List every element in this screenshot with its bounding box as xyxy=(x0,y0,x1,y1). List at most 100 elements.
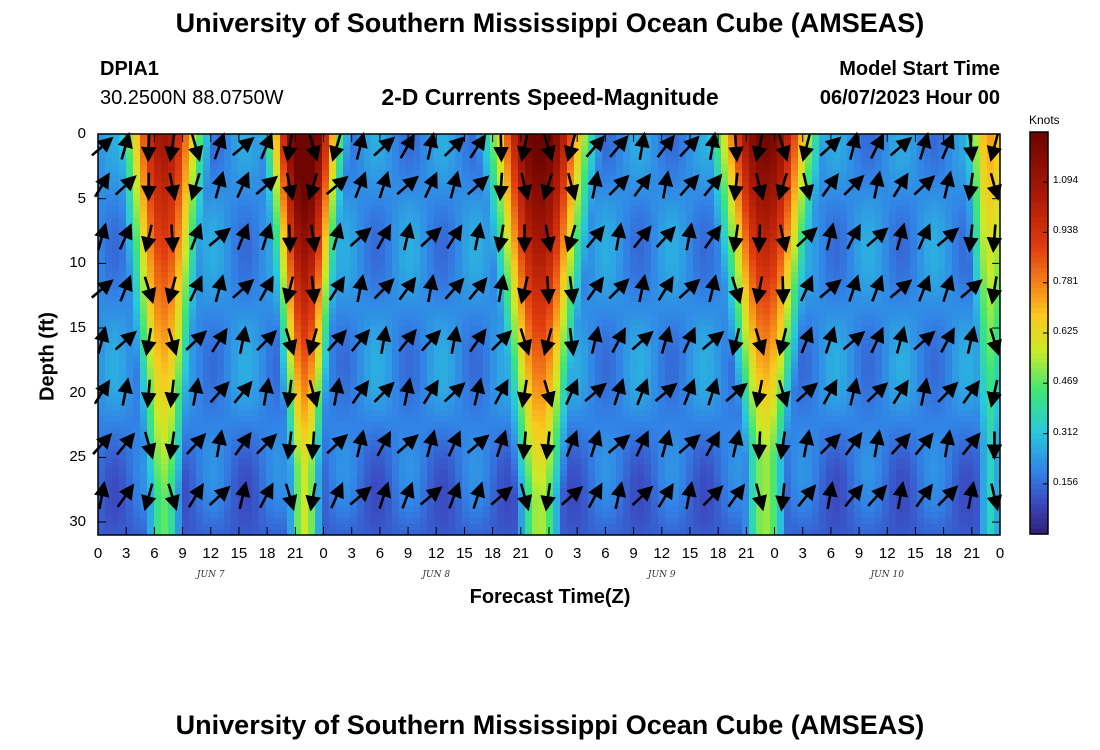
heatmap-cell xyxy=(308,512,316,519)
heatmap-cell xyxy=(427,446,435,453)
heatmap-cell xyxy=(161,506,169,513)
heatmap-cell xyxy=(217,266,225,273)
heatmap-cell xyxy=(448,164,456,171)
heatmap-cell xyxy=(315,428,323,435)
heatmap-cell xyxy=(462,278,470,285)
heatmap-cell xyxy=(434,260,442,267)
heatmap-cell xyxy=(287,218,295,225)
heatmap-cell xyxy=(350,308,358,315)
heatmap-cell xyxy=(315,284,323,291)
heatmap-cell xyxy=(126,512,134,519)
heatmap-cell xyxy=(329,398,337,405)
heatmap-cell xyxy=(217,368,225,375)
heatmap-cell xyxy=(371,308,379,315)
heatmap-cell xyxy=(98,512,106,519)
heatmap-cell xyxy=(483,200,491,207)
heatmap-cell xyxy=(385,344,393,351)
heatmap-cell xyxy=(371,356,379,363)
heatmap-cell xyxy=(217,506,225,513)
heatmap-cell xyxy=(140,356,148,363)
heatmap-cell xyxy=(126,194,134,201)
heatmap-cell xyxy=(154,500,162,507)
heatmap-cell xyxy=(581,518,589,525)
heatmap-cell xyxy=(406,326,414,333)
heatmap-cell xyxy=(462,236,470,243)
heatmap-cell xyxy=(210,398,218,405)
heatmap-cell xyxy=(364,146,372,153)
heatmap-cell xyxy=(189,398,197,405)
heatmap-cell xyxy=(203,512,211,519)
heatmap-cell xyxy=(378,278,386,285)
heatmap-cell xyxy=(140,182,148,189)
heatmap-cell xyxy=(294,176,302,183)
heatmap-cell xyxy=(168,422,176,429)
heatmap-cell xyxy=(252,146,260,153)
heatmap-cell xyxy=(455,350,463,357)
heatmap-cell xyxy=(434,140,442,147)
heatmap-cell xyxy=(406,248,414,255)
heatmap-cell xyxy=(364,530,372,536)
heatmap-cell xyxy=(532,356,540,363)
heatmap-cell xyxy=(175,164,183,171)
heatmap-cell xyxy=(567,356,575,363)
heatmap-cell xyxy=(224,242,232,249)
heatmap-cell xyxy=(322,392,330,399)
heatmap-cell xyxy=(133,350,141,357)
heatmap-cell xyxy=(98,212,106,219)
heatmap-cell xyxy=(210,470,218,477)
heatmap-cell xyxy=(525,404,533,411)
heatmap-cell xyxy=(147,464,155,471)
heatmap-cell xyxy=(294,356,302,363)
heatmap-cell xyxy=(553,224,561,231)
heatmap-cell xyxy=(602,224,610,231)
heatmap-cell xyxy=(210,194,218,201)
heatmap-cell xyxy=(350,146,358,153)
heatmap-cell xyxy=(476,512,484,519)
heatmap-cell xyxy=(413,416,421,423)
heatmap-cell xyxy=(609,194,617,201)
heatmap-cell xyxy=(259,320,267,327)
heatmap-cell xyxy=(154,518,162,525)
heatmap-cell xyxy=(273,338,281,345)
heatmap-cell xyxy=(567,134,575,141)
heatmap-cell xyxy=(392,512,400,519)
heatmap-cell xyxy=(469,212,477,219)
heatmap-cell xyxy=(140,380,148,387)
heatmap-cell xyxy=(329,170,337,177)
heatmap-cell xyxy=(483,302,491,309)
heatmap-cell xyxy=(301,176,309,183)
heatmap-cell xyxy=(511,452,519,459)
heatmap-cell xyxy=(287,488,295,495)
heatmap-cell xyxy=(455,458,463,465)
heatmap-cell xyxy=(273,404,281,411)
heatmap-cell xyxy=(385,398,393,405)
heatmap-cell xyxy=(203,194,211,201)
heatmap-cell xyxy=(315,518,323,525)
heatmap-cell xyxy=(539,428,547,435)
heatmap-cell xyxy=(518,362,526,369)
heatmap-cell xyxy=(539,260,547,267)
heatmap-cell xyxy=(553,488,561,495)
heatmap-cell xyxy=(602,290,610,297)
heatmap-cell xyxy=(399,242,407,249)
heatmap-cell xyxy=(518,518,526,525)
heatmap-cell xyxy=(441,512,449,519)
heatmap-cell xyxy=(595,410,603,417)
heatmap-cell xyxy=(567,302,575,309)
heatmap-cell xyxy=(364,338,372,345)
heatmap-cell xyxy=(245,518,253,525)
heatmap-cell xyxy=(357,368,365,375)
heatmap-cell xyxy=(532,182,540,189)
heatmap-cell xyxy=(441,308,449,315)
heatmap-cell xyxy=(294,284,302,291)
heatmap-cell xyxy=(455,314,463,321)
heatmap-cell xyxy=(210,218,218,225)
heatmap-cell xyxy=(126,296,134,303)
heatmap-cell xyxy=(175,146,183,153)
heatmap-cell xyxy=(280,350,288,357)
heatmap-cell xyxy=(301,434,309,441)
heatmap-cell xyxy=(140,386,148,393)
heatmap-cell xyxy=(308,254,316,261)
heatmap-cell xyxy=(294,296,302,303)
heatmap-cell xyxy=(364,398,372,405)
